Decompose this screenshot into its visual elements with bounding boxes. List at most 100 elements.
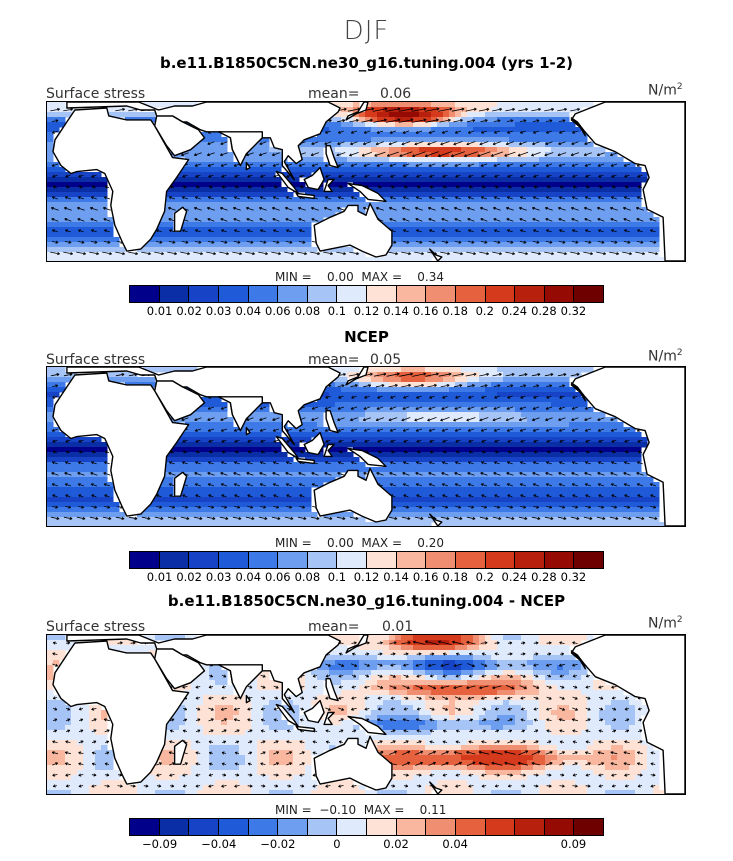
panel-3-minmax: MIN = −0.10 MAX = 0.11 (275, 803, 447, 817)
colorbar-tick-label: 0.04 (235, 304, 262, 318)
colorbar-tick-label: 0 (333, 837, 341, 851)
colorbar-swatch (515, 819, 545, 835)
land-madagascar (173, 739, 188, 765)
colorbar-swatch (396, 286, 427, 302)
land-borneo (303, 699, 325, 724)
colorbar-tick-label: 0.12 (353, 570, 380, 584)
season-title: DJF (343, 16, 390, 46)
colorbar-swatch (515, 286, 545, 302)
land-madagascar (173, 206, 188, 232)
land-japan (345, 635, 369, 654)
coastlines (52, 635, 685, 794)
panel-2-stress-field (47, 367, 685, 526)
colorbar-tick-label: 0.08 (294, 570, 321, 584)
colorbar-tick-label: 0.12 (353, 304, 380, 318)
colorbar-swatch (159, 819, 190, 835)
panel-1-title: b.e11.B1850C5CN.ne30_g16.tuning.004 (yrs… (159, 54, 574, 72)
land-srilanka (245, 694, 251, 704)
colorbar-swatch (485, 286, 516, 302)
colorbar-swatch (278, 286, 308, 302)
land-newguinea (347, 715, 387, 736)
colorbar-swatch (159, 552, 190, 568)
colorbar-swatch (248, 552, 279, 568)
land-sulawesi (323, 711, 335, 726)
colorbar-tick-label: 0.2 (475, 570, 494, 584)
colorbar-tick-label: 0.03 (205, 304, 232, 318)
land-newguinea (347, 182, 387, 203)
land-srilanka (245, 161, 251, 171)
colorbar-swatch (278, 819, 308, 835)
colorbar-swatch (426, 552, 456, 568)
land-borneo (303, 431, 325, 456)
land-srilanka (245, 426, 251, 436)
land-japan (345, 102, 369, 121)
colorbar-tick-label: 0.09 (560, 837, 587, 851)
land-australia (313, 735, 393, 791)
colorbar-tick-label: 0.03 (205, 570, 232, 584)
colorbar-tick-label: 0.1 (327, 304, 347, 318)
land-india (217, 396, 263, 432)
land-sumatra (275, 435, 299, 460)
land-americas (570, 102, 685, 261)
colorbar-swatch (485, 819, 516, 835)
land-java (295, 457, 315, 465)
land-nz (429, 248, 443, 261)
colorbar-tick-label: 0.18 (442, 304, 468, 318)
panel-3-colorbar (129, 818, 604, 836)
colorbar-tick-label: 0.01 (146, 304, 173, 318)
colorbar-swatch (130, 819, 160, 835)
colorbar-swatch (307, 819, 338, 835)
colorbar-tick-label: 0.01 (146, 570, 173, 584)
colorbar-tick-label: 0.14 (383, 570, 409, 584)
panel-3-title: b.e11.B1850C5CN.ne30_g16.tuning.004 - NC… (167, 592, 566, 610)
panel-2-unit: N/m2 (648, 348, 683, 365)
colorbar-tick-label: 0.32 (560, 304, 587, 318)
panel-1-colorbar-ticks: 0.01 0.02 0.03 0.04 0.06 0.08 0.1 0.12 0.14 0.16 0… (129, 304, 604, 318)
colorbar-tick-label: −0.02 (260, 837, 296, 851)
panel-3-variable-label: Surface stress (46, 619, 146, 635)
colorbar-tick-label: 0.02 (176, 570, 202, 584)
colorbar-swatch (248, 819, 279, 835)
colorbar-tick-label: 0.06 (265, 304, 291, 318)
colorbar-swatch (218, 286, 249, 302)
colorbar-tick-label: 0.02 (176, 304, 202, 318)
land-nz (429, 781, 443, 794)
colorbar-swatch (515, 552, 545, 568)
panel-3-mean-value: 0.01 (382, 619, 414, 635)
land-africa (52, 640, 190, 785)
panel-2-mean-value: 0.05 (370, 352, 402, 368)
colorbar-swatch (337, 552, 367, 568)
colorbar-swatch (248, 286, 279, 302)
land-baja (570, 382, 586, 402)
panel-2-colorbar (129, 551, 604, 569)
colorbar-swatch (574, 819, 603, 835)
colorbar-tick-label: 0.24 (501, 304, 528, 318)
land-borneo (303, 166, 325, 191)
colorbar-tick-label: 0.16 (412, 304, 439, 318)
land-newguinea (347, 447, 387, 468)
colorbar-tick-label: 0.04 (235, 570, 262, 584)
colorbar-tick-label: 0.24 (501, 570, 528, 584)
colorbar-swatch (278, 552, 308, 568)
colorbar-swatch (426, 819, 456, 835)
land-africa (52, 107, 190, 252)
shaded-field (47, 635, 685, 794)
land-australia (313, 202, 393, 258)
panel-2-colorbar-ticks: 0.01 0.02 0.03 0.04 0.06 0.08 0.1 0.12 0.14 0.16 0… (129, 570, 604, 584)
colorbar-swatch (159, 286, 190, 302)
colorbar-swatch (396, 819, 427, 835)
colorbar-swatch (307, 286, 338, 302)
colorbar-swatch (367, 819, 397, 835)
colorbar-swatch (455, 552, 486, 568)
colorbar-swatch (544, 286, 575, 302)
colorbar-swatch (574, 286, 603, 302)
colorbar-tick-label: 0.32 (560, 570, 587, 584)
panel-1-mean-value: 0.06 (380, 86, 412, 102)
colorbar-swatch (189, 286, 219, 302)
land-sumatra (275, 703, 299, 728)
colorbar-swatch (130, 552, 160, 568)
land-americas (570, 635, 685, 794)
colorbar-swatch (337, 286, 367, 302)
land-sulawesi (323, 443, 335, 458)
land-americas (570, 367, 685, 526)
